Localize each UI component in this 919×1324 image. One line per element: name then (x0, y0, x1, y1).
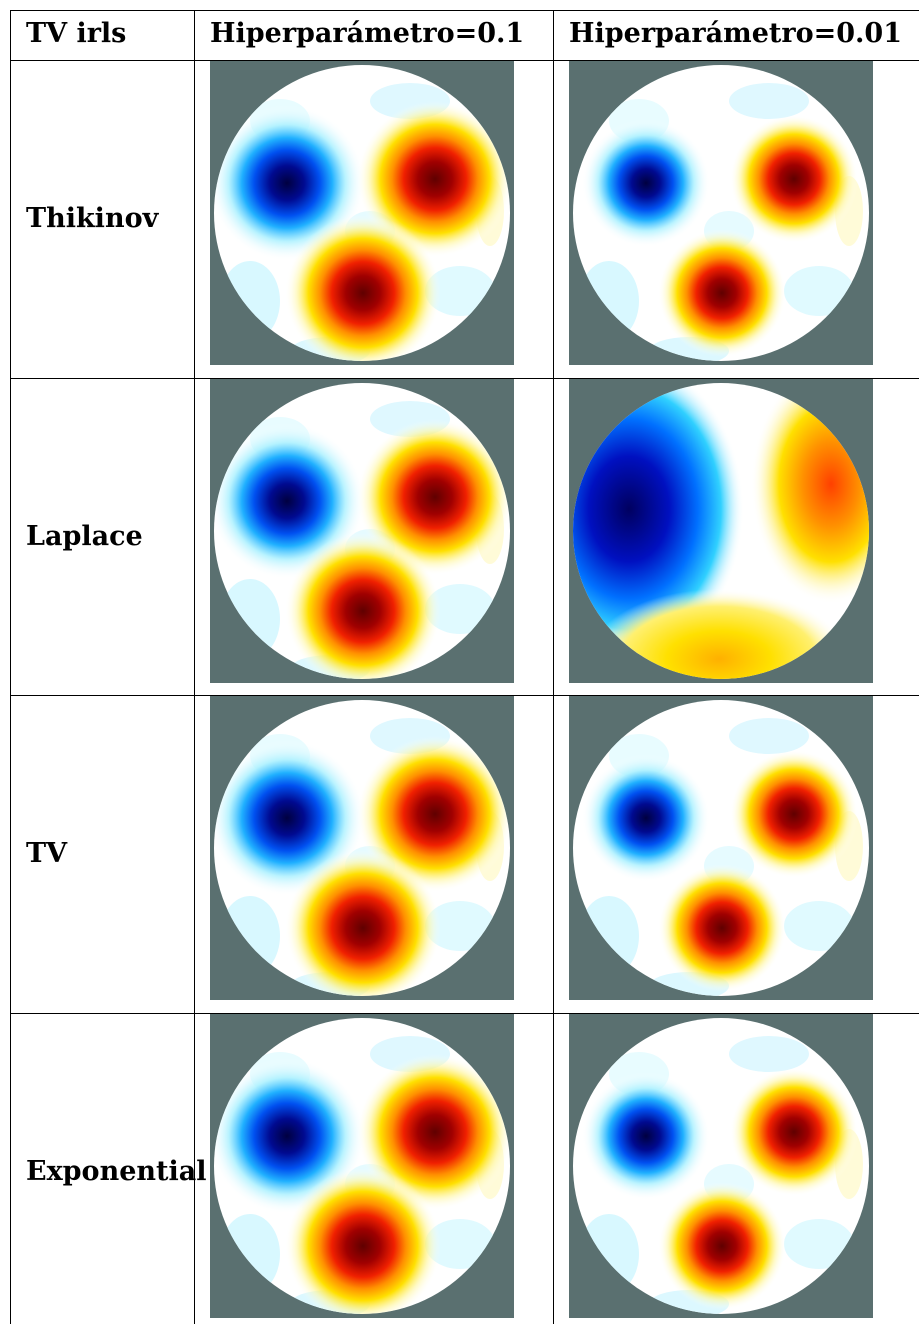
row-label: TV (26, 838, 68, 869)
reconstruction-image (569, 61, 873, 365)
reconstruction-image (210, 61, 514, 365)
column-header: TV irls (26, 18, 127, 49)
reconstruction-image (569, 379, 873, 683)
table-rule (553, 10, 554, 1324)
reconstruction-image (210, 1014, 514, 1318)
column-header: Hiperparámetro=0.01 (569, 18, 902, 49)
table-rule (10, 10, 919, 11)
row-label: Laplace (26, 521, 143, 552)
table-rule (10, 695, 919, 696)
column-header: Hiperparámetro=0.1 (210, 18, 525, 49)
row-label: Exponential (26, 1156, 207, 1187)
table-rule (194, 10, 195, 1324)
table-rule (10, 10, 11, 1324)
row-label: Thikinov (26, 203, 159, 234)
table-rule (10, 60, 919, 61)
reconstruction-image (569, 1014, 873, 1318)
reconstruction-image (210, 379, 514, 683)
reconstruction-image (210, 696, 514, 1000)
reconstruction-image (569, 696, 873, 1000)
table-rule (10, 1013, 919, 1014)
table-rule (10, 378, 919, 379)
